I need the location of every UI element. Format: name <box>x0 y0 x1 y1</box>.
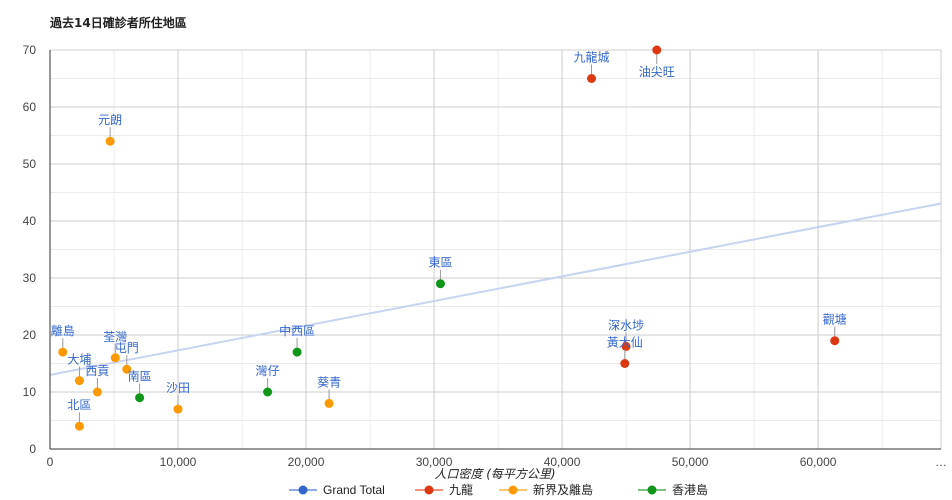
data-label: 沙田 <box>166 381 190 395</box>
legend-label: 香港島 <box>672 482 708 497</box>
legend-label: 新界及離島 <box>533 482 593 497</box>
legend-marker <box>508 485 518 495</box>
y-tick-label: 20 <box>23 328 37 342</box>
data-point <box>652 45 662 55</box>
x-tick-label: 20,000 <box>288 455 325 469</box>
legend-marker <box>424 485 434 495</box>
y-tick-label: 40 <box>23 214 37 228</box>
data-label: 觀塘 <box>823 312 847 327</box>
data-point <box>110 353 120 363</box>
data-point <box>621 341 631 351</box>
data-point <box>587 74 597 83</box>
data-label: 灣仔 <box>256 364 280 378</box>
data-label: 離島 <box>51 323 75 338</box>
y-tick-label: 30 <box>23 271 37 285</box>
data-label: 中西區 <box>279 323 315 338</box>
x-axis-label: 人口密度 (每平方公里) <box>434 467 555 481</box>
legend-label: 九龍 <box>449 482 473 497</box>
legend-marker <box>647 485 657 495</box>
x-tick-label: 0 <box>47 455 54 469</box>
data-label: 元朗 <box>98 113 122 127</box>
trendline-grand-total <box>49 202 942 376</box>
legend-label: Grand Total <box>323 483 385 497</box>
legend-marker <box>298 485 308 495</box>
data-point <box>173 404 183 414</box>
data-label: 西貢 <box>85 364 109 378</box>
data-label: 屯門 <box>115 341 139 355</box>
x-tick-label: 40,000 <box>544 455 581 469</box>
data-label: 南區 <box>128 369 152 384</box>
data-label: 荃灣 <box>103 330 127 344</box>
data-label: 深水埗 <box>608 318 644 332</box>
data-point <box>74 421 84 431</box>
trendline <box>49 202 942 376</box>
data-label: 黃大仙 <box>607 336 643 350</box>
data-point <box>620 359 630 368</box>
data-point <box>122 364 132 374</box>
data-label: 大埔 <box>67 353 91 367</box>
data-label: 九龍城 <box>574 50 610 65</box>
y-tick-label: 70 <box>23 43 37 57</box>
data-point <box>830 336 840 346</box>
x-tick-label-overflow: … <box>935 455 947 469</box>
grid <box>50 49 942 449</box>
x-tick-label: 30,000 <box>416 455 453 469</box>
axes: 0 10,000 20,000 30,000 40,000 50,000 60,000 … 0 1… <box>23 43 947 469</box>
data-point <box>292 347 302 357</box>
data-point <box>135 393 145 403</box>
y-tick-label: 0 <box>29 442 36 456</box>
data-point <box>74 376 84 386</box>
data-label: 北區 <box>67 398 91 412</box>
data-point <box>263 387 273 397</box>
x-tick-label: 50,000 <box>672 455 709 469</box>
chart-title: 過去14日確診者所住地區 <box>49 15 187 30</box>
y-tick-label: 10 <box>23 385 37 399</box>
data-label: 葵青 <box>317 375 341 389</box>
data-label: 東區 <box>428 256 452 270</box>
data-point <box>58 347 68 357</box>
data-point <box>92 387 102 397</box>
data-point <box>435 279 445 289</box>
data-point <box>105 136 115 146</box>
y-tick-label: 60 <box>23 100 37 114</box>
y-tick-label: 50 <box>23 157 37 171</box>
x-tick-label: 60,000 <box>800 455 837 469</box>
data-point <box>324 398 334 408</box>
data-label: 油尖旺 <box>639 65 675 79</box>
x-tick-label: 10,000 <box>160 455 197 469</box>
legend: Grand Total 九龍 新界及離島 香港島 <box>289 482 708 497</box>
